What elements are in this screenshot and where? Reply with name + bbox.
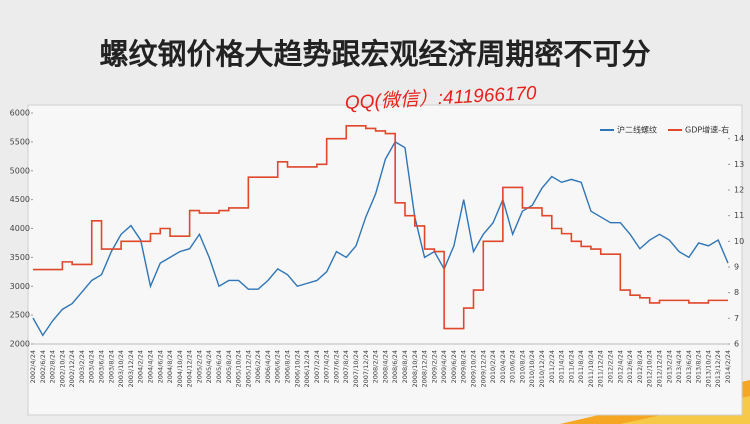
y2-tick-label: 6 xyxy=(734,340,739,349)
x-tick-label: 2008/8/24 xyxy=(401,350,409,383)
x-tick-label: 2002/12/24 xyxy=(68,350,76,387)
x-tick-label: 2009/4/24 xyxy=(440,350,448,383)
x-tick-label: 2012/4/24 xyxy=(616,350,624,383)
x-tick-label: 2007/4/24 xyxy=(323,350,331,383)
x-tick-label: 2013/10/24 xyxy=(704,350,712,387)
x-tick-label: 2008/6/24 xyxy=(391,350,399,383)
x-tick-label: 2010/4/24 xyxy=(499,350,507,383)
x-tick-label: 2003/4/24 xyxy=(88,350,96,383)
x-tick-label: 2014/2/24 xyxy=(724,350,732,383)
x-tick-label: 2013/6/24 xyxy=(685,350,693,383)
y-tick-label: 4000 xyxy=(10,224,30,233)
x-tick-label: 2006/2/24 xyxy=(254,350,262,383)
plot-panel xyxy=(27,104,743,416)
x-tick-label: 2011/6/24 xyxy=(567,350,575,383)
x-tick-label: 2009/12/24 xyxy=(479,350,487,387)
x-tick-label: 2004/12/24 xyxy=(186,350,194,387)
x-tick-label: 2010/6/24 xyxy=(509,350,517,383)
x-tick-label: 2010/8/24 xyxy=(518,350,526,383)
x-tick-label: 2007/10/24 xyxy=(352,350,360,387)
x-tick-label: 2004/2/24 xyxy=(137,350,145,383)
x-tick-label: 2006/4/24 xyxy=(264,350,272,383)
x-tick-label: 2006/8/24 xyxy=(284,350,292,383)
x-tick-label: 2005/2/24 xyxy=(195,350,203,383)
x-tick-label: 2011/10/24 xyxy=(587,350,595,387)
x-tick-label: 2003/8/24 xyxy=(107,350,115,383)
x-tick-label: 2012/10/24 xyxy=(646,350,654,387)
x-tick-label: 2004/8/24 xyxy=(166,350,174,383)
x-tick-label: 2011/2/24 xyxy=(548,350,556,383)
x-tick-label: 2005/12/24 xyxy=(244,350,252,387)
x-tick-label: 2008/10/24 xyxy=(411,350,419,387)
x-tick-label: 2007/6/24 xyxy=(332,350,340,383)
series-line xyxy=(32,140,729,337)
y2-tick-label: 14 xyxy=(734,134,744,143)
x-tick-label: 2002/10/24 xyxy=(58,350,66,387)
x-tick-label: 2010/2/24 xyxy=(489,350,497,383)
x-tick-label: 2009/2/24 xyxy=(430,350,438,383)
x-tick-label: 2002/6/24 xyxy=(39,350,47,383)
y-tick-label: 3000 xyxy=(10,282,30,291)
x-tick-label: 2003/12/24 xyxy=(127,350,135,387)
x-tick-label: 2013/8/24 xyxy=(695,350,703,383)
y2-tick-label: 12 xyxy=(734,186,744,195)
x-tick-label: 2004/4/24 xyxy=(146,350,154,383)
x-tick-label: 2011/12/24 xyxy=(597,350,605,387)
x-tick-label: 2003/10/24 xyxy=(117,350,125,387)
y2-tick-label: 9 xyxy=(734,263,739,272)
x-tick-label: 2005/10/24 xyxy=(235,350,243,387)
x-tick-label: 2009/10/24 xyxy=(469,350,477,387)
x-tick-label: 2004/10/24 xyxy=(176,350,184,387)
x-tick-label: 2006/6/24 xyxy=(274,350,282,383)
x-tick-label: 2007/2/24 xyxy=(313,350,321,383)
y-tick-label: 3500 xyxy=(10,253,30,262)
y-tick-label: 2500 xyxy=(10,311,30,320)
legend-label: GDP增速-右 xyxy=(685,125,729,135)
y2-tick-label: 7 xyxy=(734,314,739,323)
x-tick-label: 2005/4/24 xyxy=(205,350,213,383)
x-tick-label: 2011/4/24 xyxy=(558,350,566,383)
x-tick-label: 2013/4/24 xyxy=(675,350,683,383)
y-tick-label: 2000 xyxy=(10,340,30,349)
x-tick-label: 2007/8/24 xyxy=(342,350,350,383)
x-tick-label: 2002/4/24 xyxy=(29,350,37,383)
x-tick-label: 2006/10/24 xyxy=(293,350,301,387)
x-tick-label: 2004/6/24 xyxy=(156,350,164,383)
legend-label: 沪二线螺纹 xyxy=(617,125,657,135)
x-tick-label: 2012/2/24 xyxy=(607,350,615,383)
series-line xyxy=(33,125,728,330)
x-tick-label: 2008/4/24 xyxy=(381,350,389,383)
x-tick-label: 2005/6/24 xyxy=(215,350,223,383)
x-tick-label: 2013/2/24 xyxy=(665,350,673,383)
x-tick-label: 2008/12/24 xyxy=(421,350,429,387)
y2-tick-label: 10 xyxy=(734,237,744,246)
y2-tick-label: 8 xyxy=(734,288,739,297)
x-tick-label: 2010/12/24 xyxy=(538,350,546,387)
x-tick-label: 2010/10/24 xyxy=(528,350,536,387)
x-tick-label: 2003/6/24 xyxy=(98,350,106,383)
x-tick-label: 2003/2/24 xyxy=(78,350,86,383)
x-tick-label: 2009/6/24 xyxy=(450,350,458,383)
x-tick-label: 2012/8/24 xyxy=(636,350,644,383)
x-tick-label: 2002/8/24 xyxy=(49,350,57,383)
x-tick-label: 2007/12/24 xyxy=(362,350,370,387)
x-tick-label: 2011/8/24 xyxy=(577,350,585,383)
x-tick-label: 2008/2/24 xyxy=(372,350,380,383)
y-tick-label: 6000 xyxy=(10,109,30,118)
y2-tick-label: 13 xyxy=(734,160,744,169)
y-tick-label: 5500 xyxy=(10,137,30,146)
y-tick-label: 5000 xyxy=(10,166,30,175)
x-tick-label: 2005/8/24 xyxy=(225,350,233,383)
x-tick-label: 2006/12/24 xyxy=(303,350,311,387)
x-tick-label: 2012/6/24 xyxy=(626,350,634,383)
x-tick-label: 2012/12/24 xyxy=(655,350,663,387)
x-tick-label: 2013/12/24 xyxy=(714,350,722,387)
y-tick-label: 4500 xyxy=(10,195,30,204)
x-tick-label: 2009/8/24 xyxy=(460,350,468,383)
chart-title: 螺纹钢价格大趋势跟宏观经济周期密不可分 xyxy=(99,37,650,71)
y2-tick-label: 11 xyxy=(734,211,744,220)
